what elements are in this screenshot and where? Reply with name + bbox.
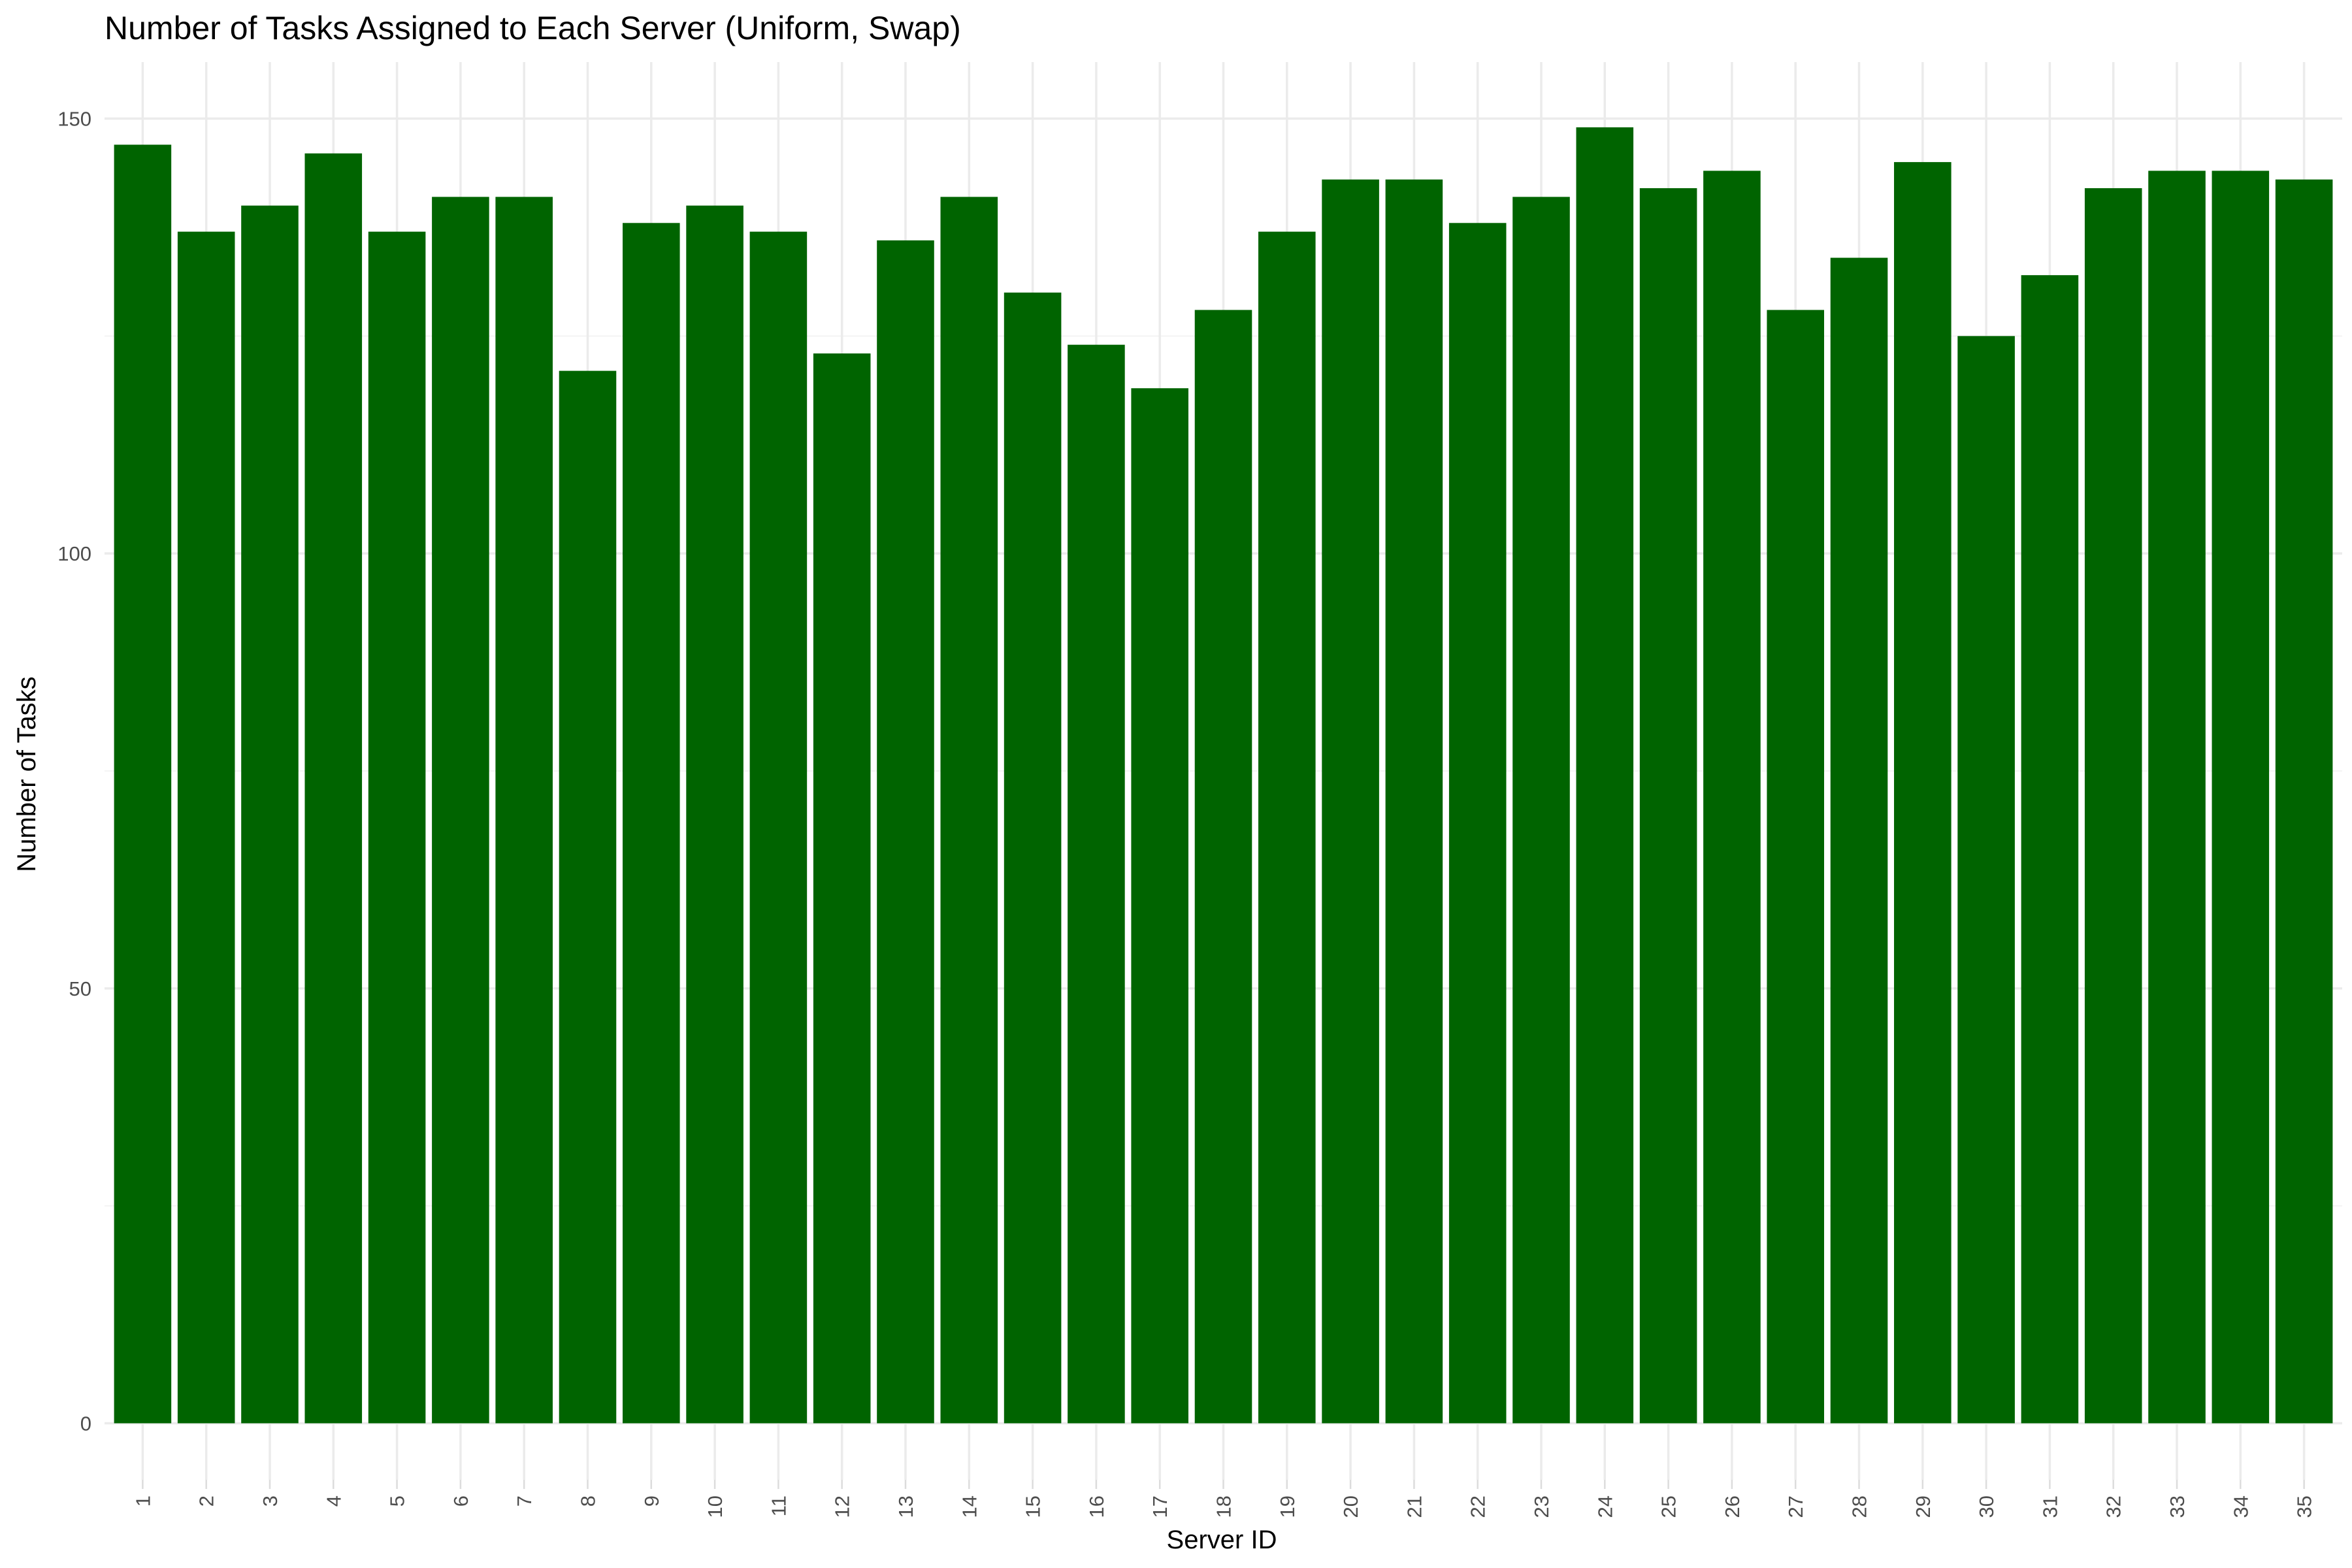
x-tick-label: 17 [1149, 1495, 1171, 1518]
x-tick-label: 13 [894, 1495, 917, 1518]
bar-server-8 [559, 370, 617, 1424]
bar-server-13 [877, 240, 934, 1424]
bar-server-15 [1004, 292, 1062, 1424]
x-tick-label: 3 [259, 1495, 282, 1507]
x-tick-label: 29 [1912, 1495, 1935, 1518]
y-tick-label: 0 [80, 1412, 91, 1435]
x-tick-label: 25 [1658, 1495, 1680, 1518]
bars [114, 127, 2333, 1424]
bar-server-7 [495, 197, 553, 1424]
x-tick-label: 21 [1403, 1495, 1426, 1518]
x-tick-label: 28 [1848, 1495, 1871, 1518]
x-tick-label: 32 [2102, 1495, 2125, 1518]
x-tick-label: 4 [322, 1495, 345, 1507]
y-axis-ticks: 0 50 100 150 [57, 108, 91, 1435]
x-tick-label: 1 [131, 1495, 154, 1507]
x-axis-title: Server ID [1167, 1526, 1277, 1554]
bar-server-10 [686, 205, 743, 1424]
x-tick-label: 14 [958, 1495, 981, 1518]
bar-server-6 [432, 197, 489, 1424]
bar-server-3 [241, 205, 299, 1424]
bar-server-20 [1322, 179, 1379, 1424]
x-tick-label: 12 [831, 1495, 854, 1518]
bar-server-12 [813, 353, 871, 1424]
x-axis-ticks: 1 2 3 4 5 6 7 8 9 10 11 12 13 14 15 16 17 18 19 20 21 22 23 24 2… [131, 1480, 2316, 1518]
bar-server-5 [368, 231, 426, 1424]
x-tick-label: 23 [1530, 1495, 1553, 1518]
bar-server-2 [177, 231, 235, 1424]
bar-server-18 [1194, 310, 1252, 1424]
y-tick-label: 150 [57, 108, 91, 131]
x-tick-label: 8 [576, 1495, 599, 1507]
bar-server-19 [1258, 231, 1316, 1424]
bar-server-30 [1957, 336, 2015, 1424]
bar-server-11 [749, 231, 808, 1424]
x-tick-label: 24 [1593, 1495, 1616, 1518]
bar-server-23 [1512, 197, 1570, 1424]
bar-server-14 [940, 197, 998, 1424]
bar-server-22 [1448, 223, 1507, 1424]
bar-server-35 [2275, 179, 2333, 1424]
bar-server-31 [2021, 275, 2079, 1424]
bar-server-9 [623, 223, 680, 1424]
x-tick-label: 22 [1467, 1495, 1490, 1518]
x-tick-label: 30 [1975, 1495, 1998, 1518]
bar-server-28 [1830, 257, 1888, 1424]
x-tick-label: 26 [1721, 1495, 1744, 1518]
x-tick-label: 2 [195, 1495, 218, 1507]
x-tick-label: 11 [767, 1495, 790, 1516]
bar-server-25 [1639, 188, 1697, 1424]
y-axis-title: Number of Tasks [12, 676, 41, 872]
bar-server-1 [114, 144, 172, 1424]
x-tick-label: 20 [1339, 1495, 1362, 1518]
bar-server-17 [1131, 388, 1188, 1424]
bar-server-34 [2212, 171, 2270, 1424]
x-tick-label: 9 [640, 1495, 663, 1507]
x-tick-label: 6 [449, 1495, 472, 1507]
x-tick-label: 35 [2293, 1495, 2316, 1518]
chart-title: Number of Tasks Assigned to Each Server … [105, 10, 961, 46]
x-tick-label: 19 [1276, 1495, 1299, 1518]
bar-server-32 [2084, 188, 2142, 1424]
bar-server-24 [1576, 127, 1634, 1424]
x-tick-label: 7 [513, 1495, 536, 1507]
bar-server-16 [1068, 344, 1125, 1424]
bar-server-26 [1703, 171, 1761, 1424]
x-tick-label: 5 [386, 1495, 409, 1507]
x-tick-label: 10 [704, 1495, 727, 1518]
bar-server-33 [2148, 171, 2206, 1424]
bar-server-4 [304, 153, 363, 1424]
x-tick-label: 27 [1784, 1495, 1807, 1518]
y-tick-label: 50 [69, 977, 91, 1000]
x-tick-label: 31 [2038, 1495, 2061, 1518]
x-tick-label: 18 [1213, 1495, 1235, 1518]
x-tick-label: 15 [1022, 1495, 1045, 1518]
x-tick-label: 16 [1085, 1495, 1108, 1518]
x-tick-label: 33 [2166, 1495, 2189, 1518]
bar-server-27 [1767, 310, 1824, 1424]
bar-server-29 [1894, 162, 1952, 1424]
bar-server-21 [1385, 179, 1443, 1424]
y-tick-label: 100 [57, 542, 91, 565]
x-tick-label: 34 [2229, 1495, 2252, 1518]
